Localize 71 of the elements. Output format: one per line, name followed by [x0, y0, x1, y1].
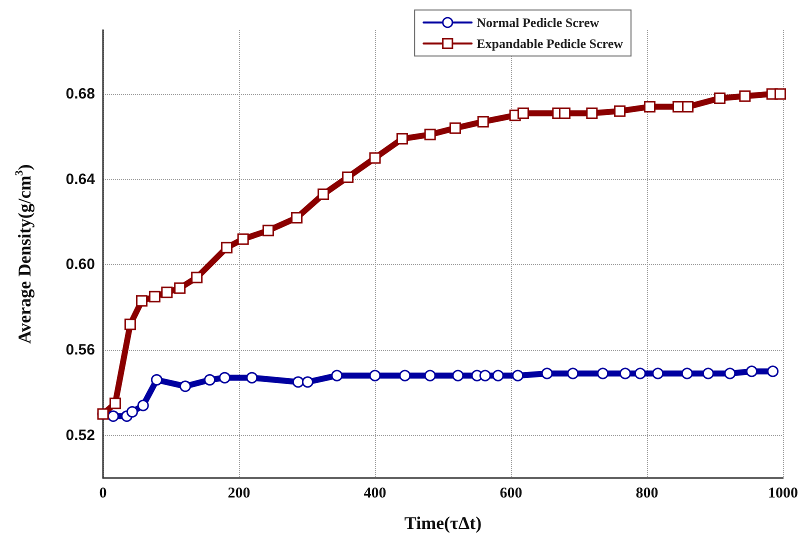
x-tick-label: 600 — [500, 486, 522, 502]
point — [512, 370, 524, 382]
point — [452, 370, 464, 382]
point — [558, 107, 570, 119]
point — [597, 368, 609, 380]
legend-label: Normal Pedicle Screw — [476, 15, 600, 30]
point — [221, 242, 233, 254]
point — [724, 368, 736, 380]
point — [262, 224, 274, 236]
y-tick-label: 0.68 — [66, 86, 95, 102]
y-tick-label: 0.56 — [66, 342, 95, 358]
x-tick-label: 1000 — [768, 486, 798, 502]
point — [342, 171, 354, 183]
point — [161, 286, 173, 298]
point — [774, 88, 786, 100]
point — [109, 398, 121, 410]
point — [634, 368, 646, 380]
point — [126, 406, 138, 418]
point — [477, 116, 489, 128]
point — [739, 90, 751, 102]
point — [137, 400, 149, 412]
point — [479, 370, 491, 382]
point — [614, 105, 626, 117]
point — [714, 92, 726, 104]
point — [191, 272, 203, 284]
point — [218, 372, 230, 384]
point — [644, 101, 656, 113]
legend-label: Expandable Pedicle Screw — [476, 36, 624, 51]
point — [318, 188, 330, 200]
x-tick-label: 400 — [364, 486, 386, 502]
point — [302, 376, 314, 388]
x-tick-label: 0 — [99, 486, 107, 502]
point — [517, 107, 529, 119]
y-axis-title: Average Density(g/cm3) — [14, 164, 34, 344]
point — [174, 282, 186, 294]
point — [107, 410, 119, 422]
point — [746, 366, 758, 378]
point — [681, 368, 693, 380]
x-axis-title: Time(τΔt) — [404, 513, 482, 533]
point — [369, 152, 381, 164]
point — [449, 122, 461, 134]
point — [331, 370, 343, 382]
point — [291, 212, 303, 224]
point — [586, 107, 598, 119]
point — [369, 370, 381, 382]
x-tick-label: 800 — [636, 486, 658, 502]
point — [148, 290, 160, 302]
point — [620, 368, 631, 380]
point — [424, 128, 436, 140]
point — [237, 233, 249, 245]
point — [767, 366, 779, 378]
point — [541, 368, 553, 380]
point — [396, 133, 408, 145]
point — [292, 376, 304, 388]
y-tick-label: 0.64 — [66, 170, 96, 188]
y-tick-label: 0.60 — [66, 256, 95, 274]
point — [702, 368, 714, 380]
point — [399, 370, 411, 382]
point — [180, 380, 192, 392]
x-tick-label: 200 — [228, 486, 250, 502]
point — [567, 368, 579, 380]
point — [246, 372, 258, 384]
point — [204, 374, 216, 386]
point — [682, 101, 694, 113]
point — [136, 295, 148, 307]
point — [652, 368, 664, 380]
y-tick-label: 0.52 — [66, 426, 95, 444]
point — [150, 374, 162, 386]
point — [424, 370, 436, 382]
point — [492, 370, 504, 382]
point — [124, 318, 136, 330]
